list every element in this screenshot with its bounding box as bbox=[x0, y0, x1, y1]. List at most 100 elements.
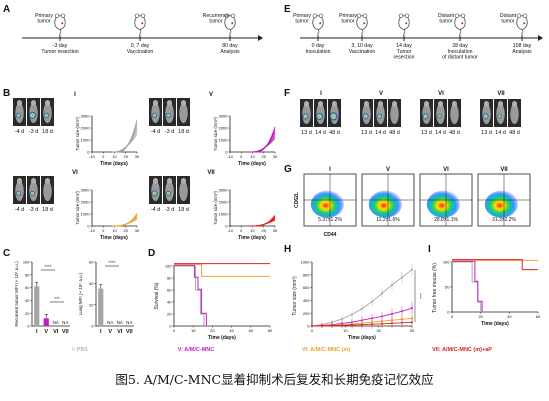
timeline-day-label: 0, 7 day bbox=[131, 43, 150, 49]
mouse-silhouette bbox=[179, 102, 188, 124]
panel-label: I bbox=[428, 244, 431, 255]
growth-curve bbox=[256, 126, 276, 153]
legend-item-VI: VI: A/M/C-MNC (m) bbox=[302, 347, 351, 353]
imaging-day-label: -4 d bbox=[15, 207, 24, 213]
timeline-day-label: 80 day bbox=[222, 43, 238, 49]
timeline-event-label: Vaccination bbox=[127, 49, 154, 55]
mouse-icon bbox=[356, 13, 368, 35]
x-tick-label: 10 bbox=[250, 228, 255, 233]
survival-line-VI bbox=[174, 263, 270, 277]
x-tick-label: -10 bbox=[89, 154, 96, 159]
y-axis-label: Lung MFI (× 10⁶ a.u.) bbox=[78, 272, 83, 315]
imaging-day-label: 18 d bbox=[178, 207, 189, 213]
imaging-day-label: -3 d bbox=[165, 129, 174, 135]
timeline-event-label: Recurrence tumor bbox=[203, 13, 230, 25]
growth-curve bbox=[118, 213, 138, 227]
x-tick-label: 30 bbox=[135, 154, 140, 159]
imaging-day-label: 13 d bbox=[361, 130, 372, 136]
growth-curve bbox=[117, 122, 138, 153]
y-tick-label: 0 bbox=[91, 324, 94, 329]
imaging-day-label: 14 d bbox=[435, 130, 446, 136]
mouse-ear bbox=[60, 13, 66, 18]
flow-percentage: 5.37±1.2% bbox=[318, 217, 342, 223]
x-tick-label: 10 bbox=[112, 154, 117, 159]
mouse-ear bbox=[460, 13, 466, 18]
mouse-icon bbox=[224, 13, 236, 35]
imaging-day-label: 48 d bbox=[389, 130, 400, 136]
y-tick-label: 40 bbox=[167, 300, 172, 305]
y-tick-label: 20 bbox=[25, 311, 30, 316]
na-label: NA bbox=[62, 320, 68, 325]
flow-density bbox=[484, 190, 519, 218]
growth-curve bbox=[118, 119, 138, 153]
group-label: VII bbox=[207, 170, 215, 176]
imaging-day-label: 13 d bbox=[421, 130, 432, 136]
category-label: I bbox=[100, 329, 102, 335]
bar-I bbox=[98, 288, 104, 326]
mouse-silhouette bbox=[376, 103, 385, 125]
category-label: VI bbox=[117, 329, 123, 335]
group-label: I bbox=[320, 91, 322, 97]
bar-V bbox=[43, 318, 49, 326]
x-tick-label: 20 bbox=[262, 154, 267, 159]
y-tick-label: 200 bbox=[303, 311, 310, 316]
flow-plot-I: I 5.37±1.2% bbox=[303, 167, 357, 227]
y-tick-label: 0 bbox=[87, 224, 90, 229]
y-tick-label: 0 bbox=[27, 324, 30, 329]
bli-images-F-VII: 13 d 14 d 48 d bbox=[480, 99, 521, 136]
category-label: V bbox=[44, 329, 48, 335]
y-tick-label: 50 bbox=[445, 285, 450, 290]
x-tick-label: 30 bbox=[273, 228, 278, 233]
group-label: VII bbox=[500, 167, 508, 173]
y-tick-label: 1000 bbox=[219, 138, 229, 143]
panel-label: E bbox=[284, 4, 291, 15]
mouse-head bbox=[437, 101, 444, 107]
tumor-signal bbox=[166, 190, 171, 196]
flow-percentage: 31.3±2.2% bbox=[492, 217, 516, 223]
mouse-head bbox=[377, 101, 384, 107]
mouse-tail bbox=[317, 29, 320, 35]
tumor-dot bbox=[61, 22, 64, 25]
x-tick-label: 80 bbox=[268, 328, 273, 333]
imaging-day-label: 14 d bbox=[315, 130, 326, 136]
y-axis-label: CD62L bbox=[294, 192, 300, 208]
tumor-signal bbox=[497, 114, 502, 119]
growth-curves-VI bbox=[112, 213, 138, 227]
timeline-day-label: -3 day bbox=[53, 43, 68, 49]
mouse-head bbox=[44, 178, 51, 184]
y-tick-label: 60 bbox=[167, 288, 172, 293]
y-tick-label: 100 bbox=[443, 260, 450, 265]
mouse-tail bbox=[403, 29, 406, 35]
x-tick-label: 0 bbox=[102, 154, 105, 159]
group-label: VII bbox=[497, 91, 505, 97]
tumor-signal bbox=[377, 113, 382, 119]
survival-line-I bbox=[174, 265, 205, 326]
mouse-icon bbox=[516, 13, 528, 35]
x-tick-label: 60 bbox=[536, 314, 541, 319]
category-label: I bbox=[36, 329, 38, 335]
x-tick-label: 20 bbox=[376, 328, 381, 333]
growth-curve bbox=[257, 214, 276, 227]
timeline-day-label: 28 day bbox=[452, 43, 468, 49]
y-tick-label: 0 bbox=[225, 150, 228, 155]
y-tick-label: 0 bbox=[169, 324, 172, 329]
mouse-silhouette bbox=[43, 180, 52, 202]
timeline-event-label: Primary tumor bbox=[35, 13, 53, 25]
mouse-ear bbox=[140, 13, 146, 18]
mouse-head bbox=[166, 178, 173, 184]
mouse-icon bbox=[398, 13, 410, 35]
tumor-dot bbox=[523, 22, 526, 25]
imaging-day-label: -4 d bbox=[151, 207, 160, 213]
x-tick-label: 40 bbox=[507, 314, 512, 319]
tumor-signal bbox=[151, 190, 158, 197]
mouse-ear bbox=[522, 13, 528, 18]
mouse-silhouette bbox=[390, 103, 399, 125]
imaging-day-label: 18 d bbox=[42, 129, 53, 135]
mouse-head bbox=[30, 178, 37, 184]
x-tick-label: 20 bbox=[210, 328, 215, 333]
